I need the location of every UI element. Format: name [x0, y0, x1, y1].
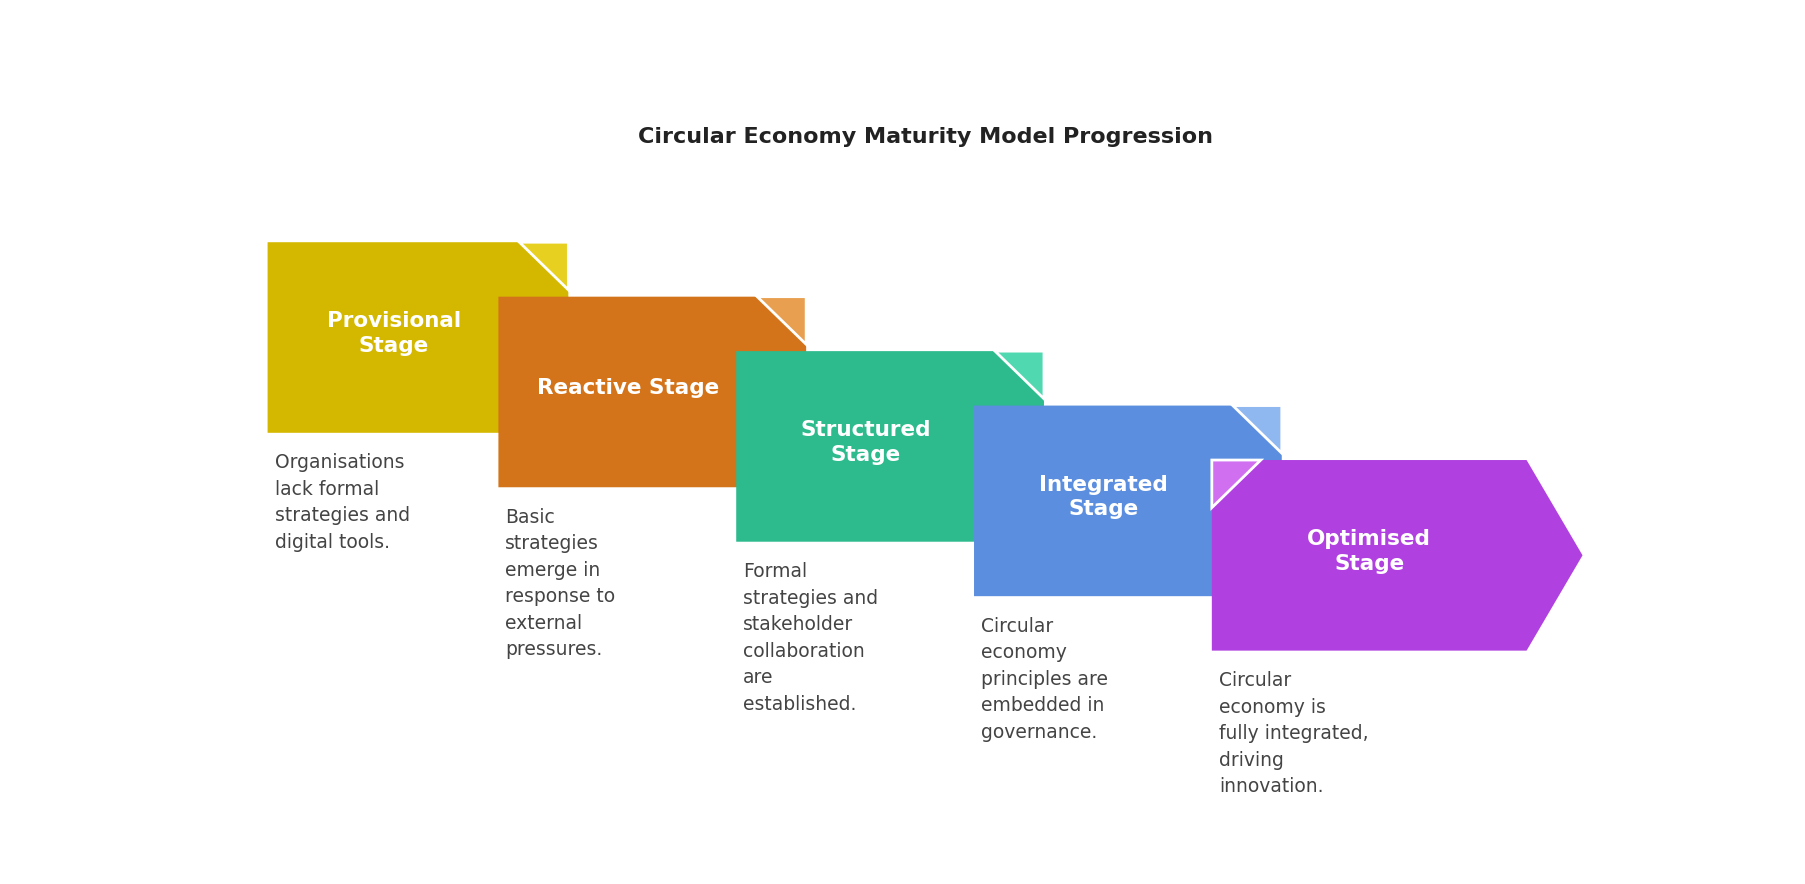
Polygon shape [736, 351, 1043, 542]
Polygon shape [995, 351, 1043, 399]
Polygon shape [758, 297, 807, 345]
Polygon shape [1233, 406, 1282, 453]
Polygon shape [975, 406, 1282, 596]
Text: Formal
strategies and
stakeholder
collaboration
are
established.: Formal strategies and stakeholder collab… [744, 562, 879, 713]
Text: Provisional
Stage: Provisional Stage [327, 311, 460, 356]
Text: Circular
economy is
fully integrated,
driving
innovation.: Circular economy is fully integrated, dr… [1218, 671, 1368, 796]
Text: Circular
economy
principles are
embedded in
governance.: Circular economy principles are embedded… [982, 617, 1108, 742]
Text: Integrated
Stage: Integrated Stage [1040, 475, 1168, 520]
Polygon shape [1211, 460, 1583, 651]
Text: Circular Economy Maturity Model Progression: Circular Economy Maturity Model Progress… [637, 126, 1213, 147]
Text: Optimised
Stage: Optimised Stage [1307, 530, 1431, 574]
Polygon shape [1211, 460, 1262, 507]
Text: Organisations
lack formal
strategies and
digital tools.: Organisations lack formal strategies and… [274, 453, 410, 552]
Text: Reactive Stage: Reactive Stage [536, 378, 718, 398]
Polygon shape [267, 242, 569, 433]
Text: Basic
strategies
emerge in
response to
external
pressures.: Basic strategies emerge in response to e… [505, 507, 616, 659]
Polygon shape [520, 242, 569, 290]
Text: Structured
Stage: Structured Stage [800, 420, 931, 465]
Polygon shape [498, 297, 807, 487]
